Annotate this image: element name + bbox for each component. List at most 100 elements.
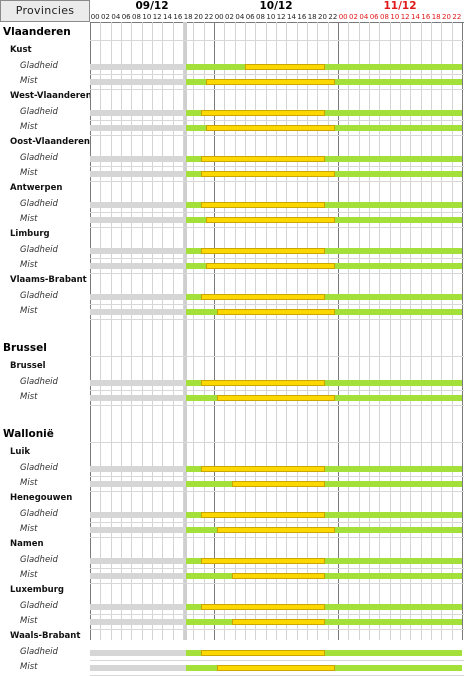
grid-line: [245, 22, 246, 640]
warning-segment-yellow: [201, 294, 326, 300]
day-divider: [90, 22, 91, 640]
province-heading: Oost-Vlaanderen: [10, 137, 90, 147]
warning-segment-past: [90, 110, 186, 116]
phenomenon-label: Gladheid: [20, 647, 58, 657]
warning-segment-past: [90, 309, 186, 315]
warning-segment-yellow: [201, 248, 326, 254]
hour-label: 02: [225, 13, 234, 21]
phenomenon-label: Mist: [20, 570, 38, 580]
warning-segment-past: [90, 217, 186, 223]
hour-label: 00: [214, 13, 224, 21]
warning-segment-past: [90, 202, 186, 208]
warning-segment-yellow: [245, 64, 326, 70]
warning-segment-past: [90, 64, 186, 70]
grid-line: [441, 22, 443, 640]
row-divider: [90, 74, 464, 75]
warning-segment-past: [90, 558, 186, 564]
warning-segment-past: [90, 171, 186, 177]
province-heading: Kust: [10, 45, 32, 55]
warning-segment-yellow: [201, 110, 326, 116]
provinces-header: Provincies: [0, 0, 90, 22]
hour-label: 00: [338, 13, 348, 21]
grid-line: [317, 22, 319, 640]
grid-line: [276, 22, 277, 640]
grid-line: [183, 22, 184, 640]
phenomenon-label: Gladheid: [20, 153, 58, 163]
phenomenon-label: Mist: [20, 122, 38, 132]
phenomenon-label: Gladheid: [20, 291, 58, 301]
phenomenon-label: Mist: [20, 392, 38, 402]
phenomenon-label: Gladheid: [20, 61, 58, 71]
phenomenon-label: Mist: [20, 662, 38, 672]
warning-segment-yellow: [201, 604, 326, 610]
province-heading: Namen: [10, 539, 44, 549]
hour-label: 10: [266, 13, 276, 21]
row-divider: [90, 273, 464, 274]
grid-line: [348, 22, 350, 640]
row-divider: [90, 390, 464, 391]
row-divider: [90, 405, 464, 406]
phenomenon-label: Mist: [20, 306, 38, 316]
phenomenon-label: Gladheid: [20, 107, 58, 117]
phenomenon-label: Gladheid: [20, 377, 58, 387]
grid-line: [224, 22, 226, 640]
grid-line: [131, 22, 133, 640]
province-heading: Henegouwen: [10, 493, 73, 503]
grid-line: [358, 22, 360, 640]
warning-segment-yellow: [232, 619, 326, 625]
warning-segment-past: [90, 573, 186, 579]
grid-line: [327, 22, 329, 640]
date-header-3: 11/12: [383, 0, 417, 12]
province-heading: Luxemburg: [10, 585, 64, 595]
warning-segment-past: [90, 125, 186, 131]
phenomenon-label: Mist: [20, 616, 38, 626]
hour-label: 14: [287, 13, 296, 21]
now-marker: [183, 22, 187, 640]
phenomenon-label: Mist: [20, 524, 38, 534]
warning-segment-yellow: [206, 263, 336, 269]
warning-segment-past: [90, 263, 186, 269]
row-divider: [90, 476, 464, 477]
phenomenon-label: Mist: [20, 478, 38, 488]
province-heading: Vlaams-Brabant: [10, 275, 87, 285]
hour-label: 02: [349, 13, 358, 21]
warning-segment-yellow: [201, 650, 326, 656]
phenomenon-label: Mist: [20, 260, 38, 270]
row-divider: [90, 568, 464, 569]
date-header-1: 09/12: [135, 0, 169, 12]
province-heading: West-Vlaanderen: [10, 91, 90, 101]
grid-line: [420, 22, 422, 640]
grid-line: [431, 22, 432, 640]
warning-segment-past: [90, 156, 186, 162]
warning-segment-yellow: [201, 380, 326, 386]
grid-line: [255, 22, 257, 640]
warning-segment-yellow: [216, 395, 336, 401]
grid-line: [400, 22, 401, 640]
row-divider: [90, 522, 464, 523]
row-divider: [90, 491, 464, 492]
warning-segment-yellow: [216, 665, 336, 671]
hour-label: 04: [111, 13, 121, 21]
warning-segment-past: [90, 294, 186, 300]
hour-label: 16: [421, 13, 431, 21]
hour-label: 12: [400, 13, 410, 21]
hour-label: 20: [318, 13, 327, 21]
hour-label: 18: [183, 13, 193, 21]
phenomenon-label: Gladheid: [20, 509, 58, 519]
phenomenon-label: Gladheid: [20, 199, 58, 209]
row-divider: [90, 304, 464, 305]
grid-line: [451, 22, 453, 640]
hour-label: 08: [256, 13, 265, 21]
grid-line: [369, 22, 370, 640]
region-heading: Vlaanderen: [3, 26, 71, 38]
day-divider: [462, 22, 463, 640]
hour-label: 06: [245, 13, 255, 21]
grid-line: [234, 22, 236, 640]
region-heading: Wallonië: [3, 428, 54, 440]
row-divider: [90, 660, 464, 661]
grid-line: [100, 22, 102, 640]
warning-segment-yellow: [201, 171, 336, 177]
hour-label: 16: [297, 13, 307, 21]
header-divider: [90, 22, 464, 23]
